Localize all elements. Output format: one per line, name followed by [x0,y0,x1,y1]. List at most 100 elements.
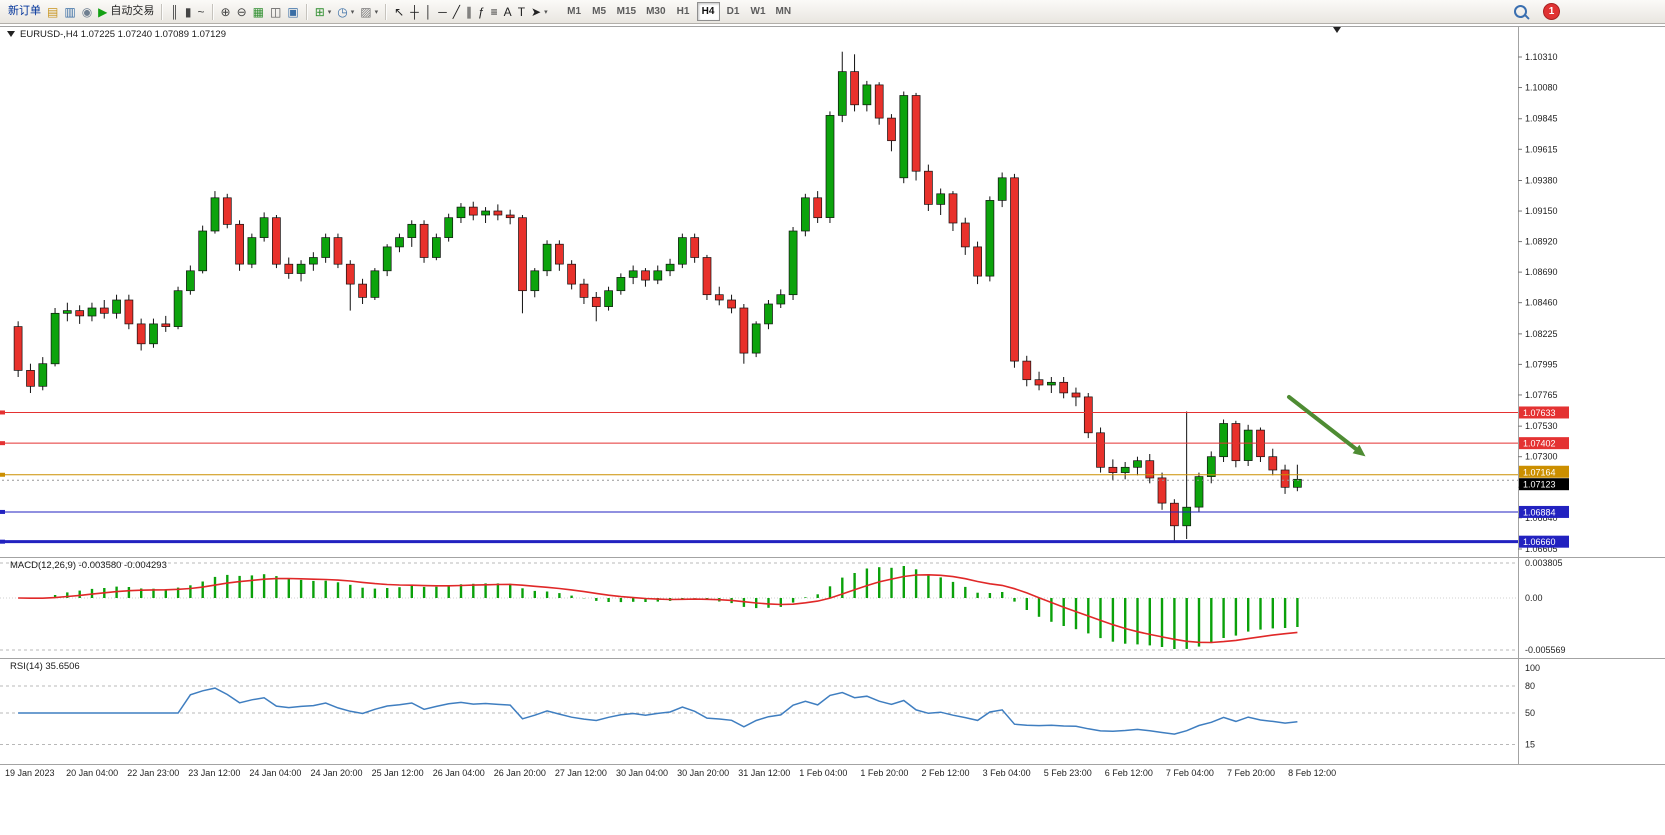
candle[interactable] [739,304,749,364]
candle[interactable] [124,294,134,330]
candle[interactable] [604,286,613,311]
trend-arrow[interactable] [1287,395,1366,457]
gold-support-line[interactable]: 1.07164 [0,465,1569,478]
candle[interactable] [899,91,909,184]
tile-windows-button[interactable]: ▣ [284,2,301,22]
cursor-tool-button[interactable]: ↖ [391,2,407,22]
candle[interactable] [62,302,72,322]
support-line-upper[interactable]: 1.06884 [0,505,1569,518]
horizontal-line-tool-button[interactable]: ─ [435,2,450,22]
candle[interactable] [776,289,786,308]
candle[interactable] [75,305,85,324]
bar-chart-button[interactable]: ║ [167,2,182,22]
line-chart-button[interactable]: ~ [195,2,208,22]
candle[interactable] [1231,420,1241,468]
new-chart-button[interactable]: ⊞ ▾ [312,2,335,22]
timeframe-m30-button[interactable]: M30 [642,2,669,21]
candle[interactable] [1071,387,1081,407]
candle[interactable] [1145,454,1155,484]
toolbar-overflow-icon[interactable] [1333,27,1341,33]
candle[interactable] [395,233,404,253]
candle[interactable] [259,212,269,242]
candle[interactable] [960,217,970,255]
candle[interactable] [813,191,823,223]
crosshair-tool-button[interactable]: ┼ [407,2,422,22]
channel-tool-button[interactable]: ∥ [463,2,475,22]
resistance-line-upper[interactable]: 1.07633 [0,406,1569,419]
candle[interactable] [1256,427,1265,463]
candle[interactable] [702,254,712,300]
candle[interactable] [136,318,146,351]
market-watch-button[interactable]: ▥ [61,2,78,22]
candle[interactable] [764,300,773,330]
candle[interactable] [247,233,257,269]
candle[interactable] [1059,377,1069,399]
candle[interactable] [1010,173,1019,368]
candle[interactable] [924,164,933,211]
candle[interactable] [653,265,663,285]
candle[interactable] [26,363,35,393]
candle[interactable] [161,315,171,332]
cycle-lines-tool-button[interactable]: ≡ [488,2,501,22]
candle[interactable] [1243,424,1253,466]
candle[interactable] [1133,456,1142,476]
candle[interactable] [481,207,490,223]
timeframe-h4-button[interactable]: H4 [696,2,720,21]
candle[interactable] [222,193,232,229]
candle[interactable] [149,318,158,348]
candlestick-chart-button[interactable]: ▮ [182,2,195,22]
candle[interactable] [432,233,441,261]
candle[interactable] [468,201,478,221]
candle[interactable] [887,114,896,152]
candle[interactable] [973,241,982,285]
candle[interactable] [911,92,921,181]
candle[interactable] [309,252,318,271]
zoom-in-button[interactable]: ⊕ [218,2,234,22]
candle[interactable] [1083,393,1093,439]
candle[interactable] [198,225,208,274]
candle[interactable] [825,111,835,223]
candle[interactable] [444,213,454,242]
candle[interactable] [50,308,60,367]
candle[interactable] [936,188,946,216]
timeframe-m15-button[interactable]: M15 [613,2,640,21]
candle[interactable] [985,196,995,282]
templates-button[interactable]: ▨ ▾ [357,2,381,22]
bid-price-line[interactable]: 1.07123 [2,478,1569,491]
candle[interactable] [1194,472,1204,513]
candle[interactable] [837,51,847,123]
candle[interactable] [456,203,466,223]
candle[interactable] [1293,464,1302,492]
trendline-tool-button[interactable]: ╱ [450,2,463,22]
candle[interactable] [579,278,589,304]
candle[interactable] [788,227,798,300]
candle[interactable] [1280,464,1290,494]
candle[interactable] [714,286,724,306]
text-tool-button[interactable]: A [501,2,515,22]
auto-trading-button[interactable]: ▶ 自动交易 [95,2,157,22]
timeframe-m5-button[interactable]: M5 [588,2,611,21]
candle[interactable] [173,286,183,330]
timeframe-mn-button[interactable]: MN [772,2,796,21]
candle[interactable] [542,240,552,277]
candle[interactable] [493,204,503,221]
auto-scroll-button[interactable]: ▦ [250,2,267,22]
candle[interactable] [321,233,331,263]
label-tool-button[interactable]: T [515,2,528,22]
timeframe-h1-button[interactable]: H1 [672,2,695,21]
candle[interactable] [272,215,281,269]
candle[interactable] [567,260,576,290]
timeframe-d1-button[interactable]: D1 [722,2,745,21]
candle[interactable] [358,278,367,304]
candle[interactable] [555,240,564,271]
candle[interactable] [296,260,306,282]
candle[interactable] [862,80,872,112]
candles-layer[interactable] [13,51,1302,542]
candle[interactable] [99,300,109,319]
candle[interactable] [641,268,650,287]
candle[interactable] [751,321,761,358]
resistance-line-lower[interactable]: 1.07402 [0,437,1569,450]
candle[interactable] [727,294,736,314]
candle[interactable] [1157,472,1167,510]
